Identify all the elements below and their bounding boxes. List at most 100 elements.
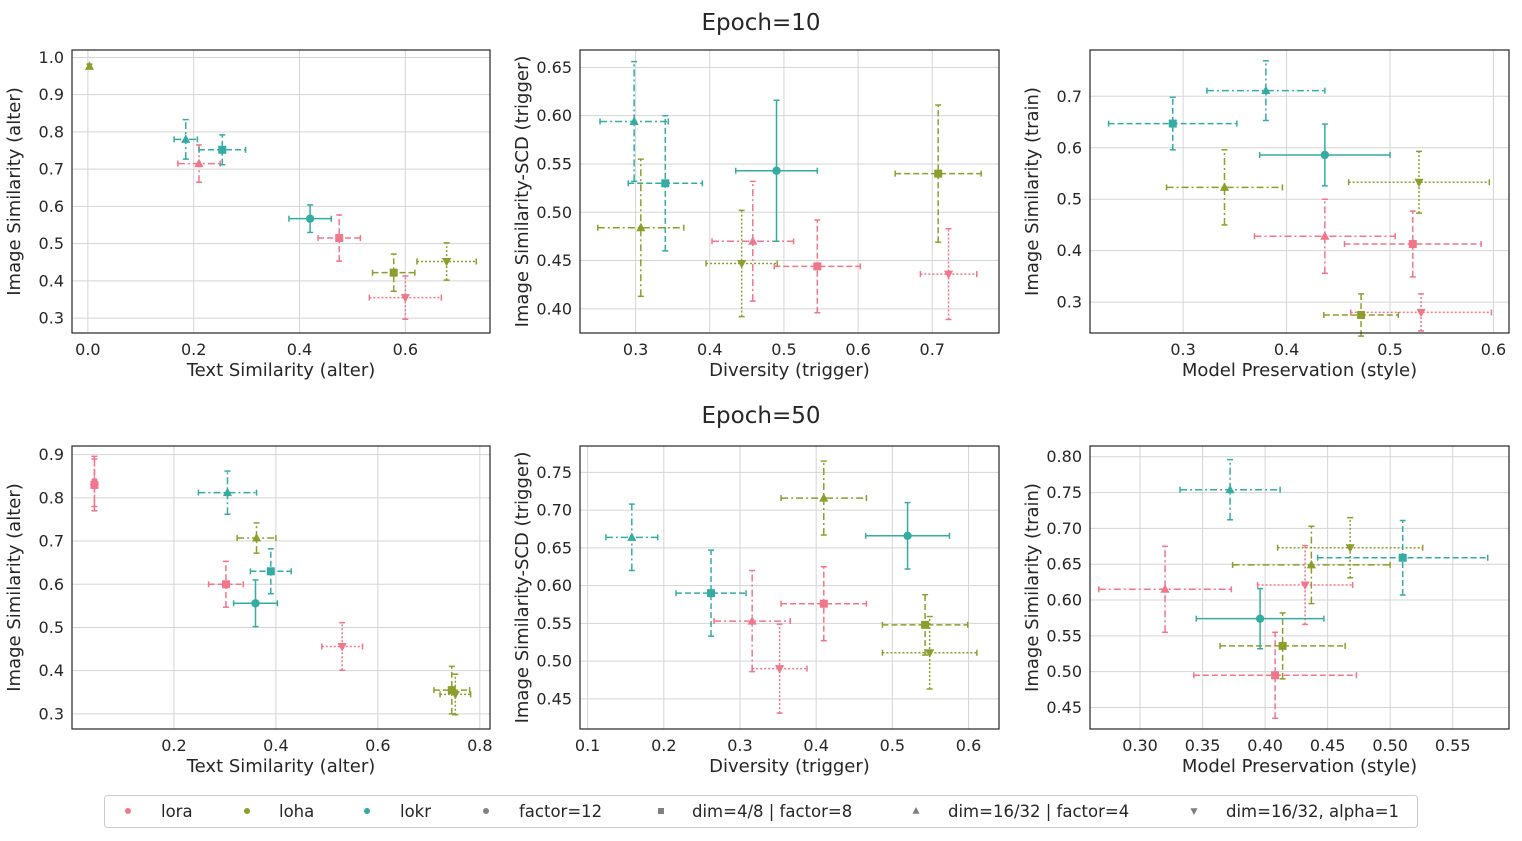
data-point-marker xyxy=(1261,85,1271,95)
point-lokr-circle xyxy=(1258,123,1391,187)
legend-entry-factor-12: factor=12 xyxy=(483,802,602,821)
x-tick-label: 0.0 xyxy=(75,340,100,359)
data-point-marker xyxy=(1300,581,1310,590)
data-point-marker xyxy=(774,665,785,674)
x-tick-label: 0.55 xyxy=(1435,736,1471,755)
data-point-marker xyxy=(661,179,670,188)
point-lora-triangle-down xyxy=(1256,544,1354,626)
point-loha-triangle-up xyxy=(597,158,685,298)
x-tick-label: 0.3 xyxy=(1170,340,1195,359)
point-lokr-triangle-up xyxy=(1206,60,1326,122)
y-tick-label: 0.80 xyxy=(1046,447,1082,466)
y-tick-label: 0.70 xyxy=(536,501,572,520)
x-tick-label: 0.30 xyxy=(1122,736,1158,755)
legend-label: dim=16/32 | factor=4 xyxy=(948,802,1129,821)
x-tick-label: 0.5 xyxy=(880,736,905,755)
point-lokr-triangle-up xyxy=(1179,458,1281,521)
y-tick-label: 0.9 xyxy=(39,85,64,104)
data-point-marker xyxy=(1219,182,1230,191)
legend-label: lokr xyxy=(400,802,431,821)
point-lokr-square xyxy=(198,134,247,166)
data-point-marker xyxy=(819,493,829,502)
axes-frame xyxy=(1089,49,1510,334)
data-point-marker xyxy=(1255,614,1265,623)
data-point-marker xyxy=(337,642,347,652)
point-lora-square xyxy=(1193,631,1358,720)
data-point-marker xyxy=(1416,308,1426,318)
data-point-marker xyxy=(1408,239,1417,248)
point-lora-triangle-up xyxy=(711,180,795,302)
data-point-marker xyxy=(1320,231,1330,240)
y-tick-label: 0.45 xyxy=(536,251,572,270)
x-axis-label: Diversity (trigger) xyxy=(709,360,870,381)
legend-marker xyxy=(364,808,370,814)
y-axis-label: Image Similarity-SCD (trigger) xyxy=(512,56,533,328)
legend-label: lora xyxy=(161,802,193,821)
data-point-marker xyxy=(181,134,191,143)
y-tick-label: 0.55 xyxy=(536,614,572,633)
legend: lora loha lokr factor=12 dim=4/8 | factor=8 d… xyxy=(104,795,1418,828)
y-axis-label: Image Similarity (alter) xyxy=(4,87,25,296)
data-point-marker xyxy=(194,158,204,168)
data-point-marker xyxy=(1414,178,1424,188)
x-tick-label: 0.2 xyxy=(181,340,206,359)
row-title-epoch-50: Epoch=50 xyxy=(702,403,821,429)
point-loha-triangle-down xyxy=(705,209,779,318)
subplot-e50-pres-train: 0.30 0.35 0.40 0.45 0.50 0.55 0.45 0.50 0.55 0.60… xyxy=(1022,445,1510,777)
legend-frame xyxy=(104,795,1418,828)
data-point-marker xyxy=(389,268,398,277)
y-axis-label: Image Similarity (alter) xyxy=(4,483,25,692)
subplot-e10-text-image: 0.0 0.2 0.4 0.6 0.3 0.4 0.5 0.6 0.7 0.8 0.9 1.0 Text… xyxy=(4,48,491,381)
y-tick-label: 0.6 xyxy=(39,197,64,216)
y-tick-label: 0.75 xyxy=(1046,483,1082,502)
data-point-marker xyxy=(707,589,716,598)
legend-entry-loha: loha xyxy=(244,802,314,821)
legend-entry-dim-4-8-factor-8: dim=4/8 | factor=8 xyxy=(658,802,852,821)
data-point-marker xyxy=(1278,641,1287,650)
y-tick-label: 0.3 xyxy=(39,704,64,723)
legend-marker xyxy=(483,808,489,814)
y-tick-label: 0.65 xyxy=(536,58,572,77)
x-tick-label: 0.4 xyxy=(263,736,288,755)
x-axis-label: Diversity (trigger) xyxy=(709,756,870,777)
y-tick-label: 0.50 xyxy=(536,203,572,222)
point-loha-triangle-down xyxy=(1347,150,1491,214)
point-loha-triangle-down xyxy=(881,615,978,690)
legend-marker xyxy=(1190,808,1198,815)
y-tick-label: 0.4 xyxy=(39,661,64,680)
x-tick-label: 0.6 xyxy=(365,736,390,755)
subplot-e50-div-scd: 0.1 0.2 0.3 0.4 0.5 0.6 0.45 0.50 0.55 0.60 0.65 0.… xyxy=(512,445,1000,777)
data-point-marker xyxy=(925,649,935,658)
data-point-marker xyxy=(222,487,233,497)
legend-marker xyxy=(658,808,664,814)
data-point-marker xyxy=(934,169,943,178)
x-tick-label: 0.3 xyxy=(623,340,648,359)
data-point-marker xyxy=(251,599,260,608)
y-tick-label: 0.55 xyxy=(1046,626,1082,645)
point-loha-triangle-up xyxy=(84,61,95,70)
x-tick-label: 0.4 xyxy=(697,340,722,359)
point-loha-square xyxy=(894,104,982,243)
legend-marker xyxy=(912,807,920,814)
y-tick-label: 0.5 xyxy=(39,234,64,253)
data-point-marker xyxy=(819,599,828,608)
point-loha-square xyxy=(881,593,969,656)
y-tick-label: 0.45 xyxy=(536,689,572,708)
point-lokr-triangle-up xyxy=(599,60,669,183)
point-loha-triangle-down xyxy=(1276,516,1424,579)
data-point-marker xyxy=(627,532,637,541)
point-lora-triangle-down xyxy=(919,227,978,321)
y-tick-label: 0.6 xyxy=(39,575,64,594)
point-lora-square xyxy=(1343,210,1482,278)
point-lokr-square xyxy=(1316,519,1489,596)
data-point-marker xyxy=(266,567,275,576)
point-lokr-circle xyxy=(288,204,333,234)
legend-entry-lokr: lokr xyxy=(364,802,431,821)
y-tick-label: 0.75 xyxy=(536,463,572,482)
y-tick-label: 0.3 xyxy=(39,309,64,328)
x-tick-label: 0.6 xyxy=(1481,340,1506,359)
point-lokr-triangle-up xyxy=(173,118,199,160)
x-tick-label: 0.3 xyxy=(727,736,752,755)
point-loha-triangle-up xyxy=(1231,525,1391,605)
